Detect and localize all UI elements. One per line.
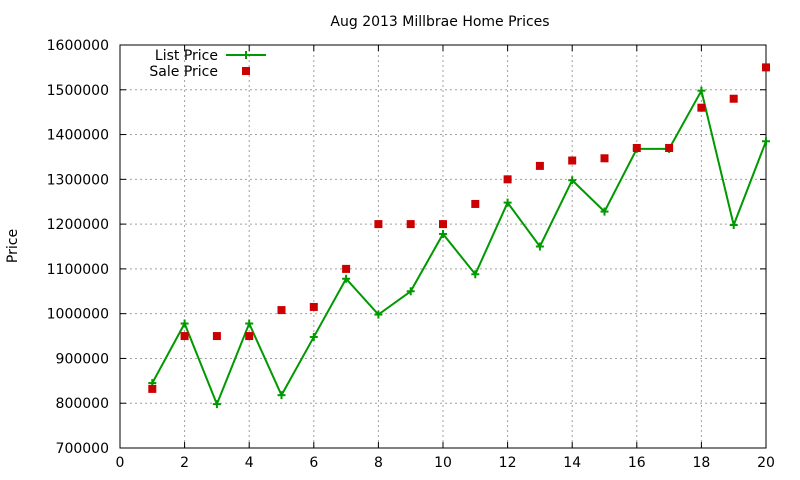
data-point bbox=[503, 198, 512, 207]
data-point bbox=[277, 391, 286, 400]
series-layer bbox=[148, 63, 770, 409]
data-point bbox=[568, 156, 577, 165]
data-point bbox=[535, 242, 544, 251]
axes bbox=[119, 44, 767, 449]
data-point bbox=[212, 400, 221, 409]
data-point bbox=[242, 51, 250, 59]
y-tick-label: 900000 bbox=[56, 351, 109, 367]
y-tick-label: 1600000 bbox=[47, 38, 109, 54]
data-point bbox=[374, 310, 383, 319]
tick-labels: 0 2 4 6 8 10 12 14 16 18 20 700000 800000 900000 10000… bbox=[47, 38, 775, 471]
data-point bbox=[762, 63, 770, 72]
y-tick-label: 1000000 bbox=[47, 307, 109, 323]
data-point bbox=[180, 319, 189, 328]
data-point bbox=[439, 229, 447, 238]
data-point bbox=[471, 199, 480, 208]
x-tick-label: 4 bbox=[245, 455, 254, 471]
data-point bbox=[148, 384, 157, 393]
y-axis-label: Price bbox=[5, 229, 21, 263]
series-line bbox=[151, 87, 767, 407]
data-point bbox=[212, 332, 221, 341]
y-tick-label: 1300000 bbox=[47, 172, 109, 188]
x-tick-label: 6 bbox=[309, 455, 318, 471]
data-point bbox=[665, 143, 674, 152]
data-point bbox=[762, 137, 770, 146]
data-point bbox=[309, 302, 318, 311]
data-point bbox=[406, 287, 415, 296]
legend-label: Sale Price bbox=[149, 64, 218, 80]
data-point bbox=[245, 319, 254, 328]
data-point bbox=[503, 175, 512, 184]
x-tick-label: 18 bbox=[692, 455, 710, 471]
legend-label: List Price bbox=[155, 48, 218, 64]
data-point bbox=[309, 332, 318, 341]
y-tick-label: 1500000 bbox=[47, 83, 109, 99]
data-point bbox=[342, 274, 351, 283]
data-point bbox=[406, 220, 415, 229]
data-point bbox=[471, 270, 480, 279]
series-sale-price bbox=[148, 63, 770, 393]
x-tick-label: 12 bbox=[499, 455, 517, 471]
x-tick-label: 2 bbox=[180, 455, 189, 471]
x-tick-label: 20 bbox=[757, 455, 775, 471]
y-tick-label: 1100000 bbox=[47, 262, 109, 278]
y-tick-label: 1400000 bbox=[47, 128, 109, 144]
data-point bbox=[277, 306, 286, 315]
x-tick-label: 16 bbox=[628, 455, 646, 471]
data-point bbox=[342, 264, 351, 273]
data-point bbox=[729, 94, 738, 103]
data-point bbox=[600, 154, 609, 163]
data-point bbox=[729, 221, 738, 230]
x-tick-label: 0 bbox=[116, 455, 125, 471]
data-point bbox=[600, 207, 609, 216]
data-point bbox=[180, 332, 189, 341]
y-tick-label: 1200000 bbox=[47, 217, 109, 233]
y-tick-label: 700000 bbox=[56, 441, 109, 457]
x-tick-label: 14 bbox=[563, 455, 581, 471]
gridlines bbox=[120, 45, 766, 448]
data-point bbox=[535, 161, 544, 170]
data-point bbox=[697, 86, 706, 95]
x-tick-label: 10 bbox=[434, 455, 452, 471]
data-point bbox=[632, 143, 641, 152]
x-tick-label: 8 bbox=[374, 455, 383, 471]
chart-title: Aug 2013 Millbrae Home Prices bbox=[330, 14, 549, 30]
data-point bbox=[242, 67, 250, 75]
data-point bbox=[697, 103, 706, 112]
data-point bbox=[374, 220, 383, 229]
data-point bbox=[568, 176, 577, 185]
data-point bbox=[245, 332, 254, 341]
data-point bbox=[439, 220, 447, 229]
y-tick-label: 800000 bbox=[56, 396, 109, 412]
